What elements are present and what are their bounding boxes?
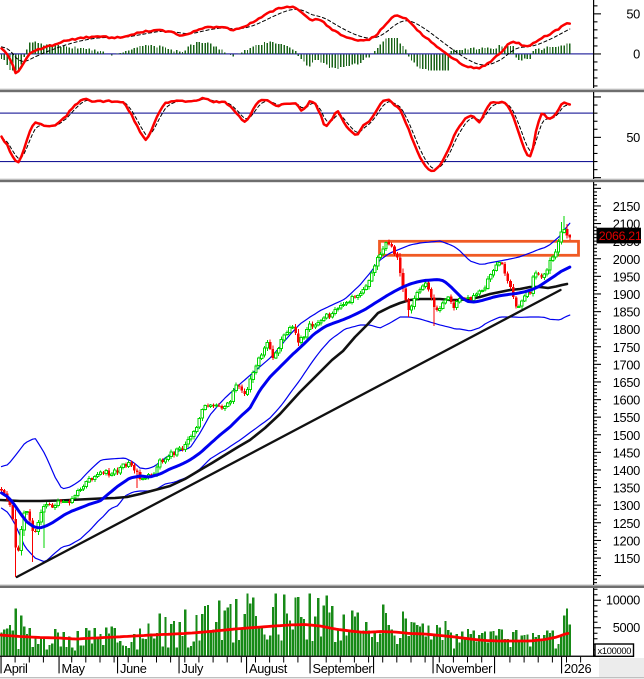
svg-text:1300: 1300 [613, 498, 640, 513]
svg-text:June: June [120, 661, 147, 676]
svg-text:1950: 1950 [613, 269, 640, 284]
svg-text:1750: 1750 [613, 340, 640, 355]
svg-text:50: 50 [626, 130, 640, 145]
svg-text:1500: 1500 [613, 428, 640, 443]
svg-text:0: 0 [633, 46, 640, 61]
svg-text:2066.21: 2066.21 [599, 229, 642, 243]
svg-text:1350: 1350 [613, 481, 640, 496]
svg-text:1600: 1600 [613, 393, 640, 408]
svg-text:2026: 2026 [564, 661, 591, 676]
svg-text:1650: 1650 [613, 375, 640, 390]
svg-text:10000: 10000 [606, 593, 640, 608]
svg-text:1900: 1900 [613, 287, 640, 302]
svg-text:5000: 5000 [613, 620, 640, 635]
svg-text:1550: 1550 [613, 410, 640, 425]
svg-text:x100000: x100000 [598, 646, 632, 656]
svg-text:May: May [62, 661, 86, 676]
svg-text:2150: 2150 [613, 199, 640, 214]
svg-text:September: September [313, 661, 374, 676]
svg-text:November: November [436, 661, 494, 676]
svg-text:50: 50 [626, 6, 640, 21]
svg-text:1450: 1450 [613, 445, 640, 460]
svg-text:1200: 1200 [613, 533, 640, 548]
svg-text:1850: 1850 [613, 305, 640, 320]
svg-text:April: April [4, 661, 28, 676]
svg-text:1700: 1700 [613, 357, 640, 372]
svg-text:1250: 1250 [613, 516, 640, 531]
svg-text:July: July [182, 661, 204, 676]
svg-text:1800: 1800 [613, 322, 640, 337]
svg-text:1400: 1400 [613, 463, 640, 478]
svg-text:2000: 2000 [613, 252, 640, 267]
svg-text:August: August [249, 661, 288, 676]
svg-text:1150: 1150 [614, 551, 641, 566]
